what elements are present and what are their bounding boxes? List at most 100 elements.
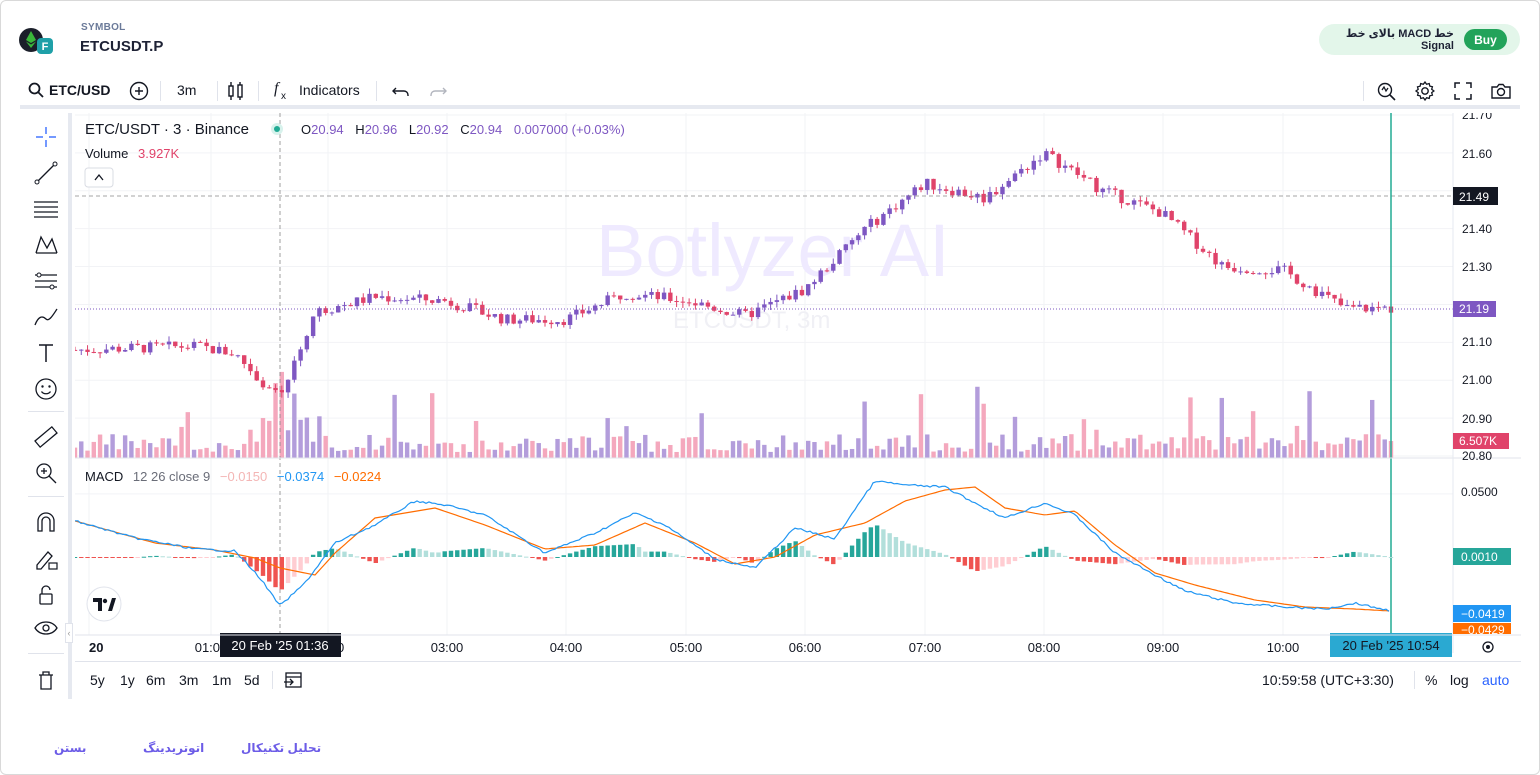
collapse-toolbar-icon[interactable]: ‹ bbox=[65, 623, 73, 643]
candle bbox=[1269, 273, 1275, 275]
collapse-legend-button[interactable] bbox=[84, 167, 114, 188]
emoji-icon[interactable] bbox=[32, 375, 60, 403]
range-1y[interactable]: 1y bbox=[120, 672, 135, 688]
candle bbox=[524, 315, 529, 321]
pattern-icon[interactable] bbox=[32, 231, 60, 259]
volume-bar bbox=[298, 419, 303, 458]
candle bbox=[1119, 189, 1124, 204]
eye-icon[interactable] bbox=[32, 615, 60, 643]
macd-histogram-bar bbox=[862, 532, 867, 557]
volume-bar bbox=[135, 447, 140, 458]
candle bbox=[1313, 286, 1318, 297]
time-axis[interactable]: 2001:0002:0003:0004:0005:0006:0007:0008:… bbox=[75, 633, 1521, 657]
interval-button[interactable]: 3m bbox=[177, 82, 197, 98]
candle bbox=[1244, 271, 1250, 273]
brush-icon[interactable] bbox=[32, 303, 60, 331]
lock-drawings-icon[interactable] bbox=[32, 545, 60, 573]
candle bbox=[1163, 211, 1168, 217]
macd-histogram-bar bbox=[605, 545, 610, 557]
range-3m[interactable]: 3m bbox=[179, 672, 199, 688]
macd-histogram-bar bbox=[730, 557, 736, 558]
candle bbox=[1326, 291, 1331, 295]
macd-histogram-bar bbox=[1219, 557, 1224, 565]
candles-icon[interactable] bbox=[224, 79, 248, 103]
candle bbox=[329, 312, 335, 314]
camera-icon[interactable] bbox=[1489, 79, 1513, 103]
candle bbox=[787, 295, 792, 300]
autotrade-link[interactable]: اتوتریدینگ bbox=[143, 741, 205, 755]
volume-bar bbox=[693, 436, 698, 458]
candle bbox=[411, 297, 416, 300]
range-6m[interactable]: 6m bbox=[146, 672, 166, 688]
volume-bar bbox=[229, 449, 234, 458]
macd-histogram-bar bbox=[480, 548, 485, 557]
text-icon[interactable] bbox=[32, 339, 60, 367]
macd-histogram-bar bbox=[1194, 557, 1199, 565]
volume-bar bbox=[674, 451, 679, 458]
candle bbox=[668, 292, 673, 302]
candle bbox=[849, 240, 855, 245]
macd-histogram-bar bbox=[624, 544, 629, 557]
volume-bar bbox=[524, 438, 529, 458]
crosshair-icon[interactable] bbox=[32, 123, 60, 151]
volume-bar bbox=[1163, 443, 1168, 458]
percent-toggle[interactable]: % bbox=[1425, 672, 1438, 688]
log-toggle[interactable]: log bbox=[1450, 672, 1469, 688]
projection-icon[interactable] bbox=[32, 267, 60, 295]
macd-histogram-bar bbox=[1257, 557, 1262, 561]
undo-icon[interactable] bbox=[389, 79, 413, 103]
candle bbox=[386, 296, 391, 302]
volume-bar bbox=[1288, 443, 1293, 458]
macd-histogram-bar bbox=[1075, 557, 1080, 561]
range-5d[interactable]: 5d bbox=[244, 672, 260, 688]
candle bbox=[1250, 272, 1256, 274]
close-link[interactable]: بستن bbox=[54, 741, 87, 755]
macd-signal-tag-label: −0.0429 bbox=[1461, 623, 1505, 637]
macd-histogram-bar bbox=[849, 545, 855, 557]
volume-bar bbox=[1207, 440, 1212, 458]
candle bbox=[461, 310, 466, 312]
buy-badge[interactable]: Buy bbox=[1463, 29, 1507, 50]
candle bbox=[843, 244, 848, 251]
volume-bar bbox=[549, 450, 554, 458]
volume-bar bbox=[1144, 449, 1149, 458]
macd-axis-label: 0.0500 bbox=[1461, 485, 1498, 499]
analysis-link[interactable]: تحلیل تکنیکال bbox=[241, 741, 322, 755]
fib-icon[interactable] bbox=[32, 195, 60, 223]
lock-icon[interactable] bbox=[32, 581, 60, 609]
volume-bar bbox=[1250, 411, 1256, 458]
candle bbox=[768, 301, 773, 305]
macd-histogram-bar bbox=[310, 554, 316, 557]
redo-icon[interactable] bbox=[426, 79, 450, 103]
macd-histogram-bar bbox=[1056, 552, 1062, 557]
magnet-icon[interactable] bbox=[32, 509, 60, 537]
macd-histogram-bar bbox=[1138, 557, 1143, 561]
range-1m[interactable]: 1m bbox=[212, 672, 232, 688]
settings-icon[interactable] bbox=[1413, 79, 1437, 103]
watermark-brand: Botlyzer AI bbox=[596, 209, 950, 292]
range-5y[interactable]: 5y bbox=[90, 672, 105, 688]
goto-date-icon[interactable] bbox=[283, 670, 305, 690]
macd-histogram-bar bbox=[567, 553, 573, 557]
alert-icon[interactable] bbox=[1375, 79, 1399, 103]
candle bbox=[1175, 220, 1181, 222]
volume-bar bbox=[1031, 444, 1036, 458]
trendline-icon[interactable] bbox=[32, 159, 60, 187]
clock[interactable]: 10:59:58 (UTC+3:30) bbox=[1262, 672, 1394, 688]
zoom-in-icon[interactable] bbox=[32, 459, 60, 487]
trash-icon[interactable] bbox=[32, 666, 60, 694]
candle bbox=[191, 341, 197, 348]
symbol-search-button[interactable]: ETC/USD bbox=[28, 73, 110, 107]
macd-histogram-bar bbox=[411, 548, 416, 557]
add-symbol-icon[interactable] bbox=[127, 79, 151, 103]
fullscreen-icon[interactable] bbox=[1451, 79, 1475, 103]
price-chart[interactable]: Botlyzer AI ETCUSDT, 3m ETC/USDT · 3 · B… bbox=[75, 113, 1521, 703]
volume-bar bbox=[1156, 441, 1162, 458]
candle bbox=[430, 300, 435, 303]
volume-bar bbox=[517, 443, 523, 458]
candle bbox=[216, 346, 222, 354]
volume-bar bbox=[1012, 416, 1018, 458]
ruler-icon[interactable] bbox=[32, 423, 60, 451]
auto-toggle[interactable]: auto bbox=[1482, 672, 1510, 688]
